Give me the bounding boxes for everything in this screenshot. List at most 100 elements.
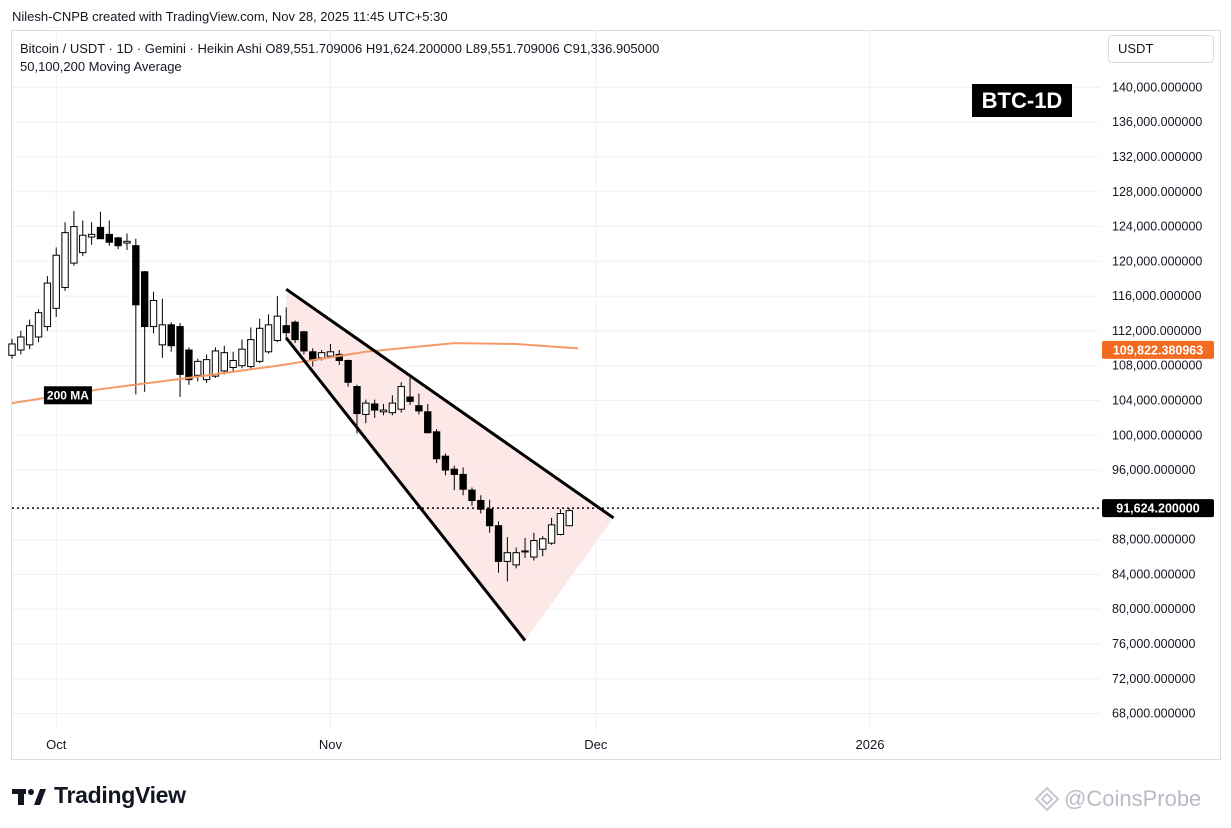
- overlay-layer: 200 MA BTC-1D: [12, 84, 1100, 509]
- candle-up: [8, 343, 16, 356]
- watermark-text: @CoinsProbe: [1064, 786, 1202, 811]
- candle-down: [176, 326, 184, 375]
- candle-down: [459, 473, 467, 490]
- candle-down: [432, 431, 441, 460]
- candle-up: [238, 348, 246, 367]
- candle-up: [317, 352, 326, 359]
- candle-down: [282, 325, 290, 334]
- wedge-lines-layer: [285, 287, 615, 642]
- candle-up: [362, 402, 370, 415]
- candle-up: [43, 282, 52, 328]
- y-axis-tick-label: 80,000.000000: [1112, 602, 1195, 616]
- candle-up: [211, 350, 220, 377]
- candle-up: [539, 538, 547, 550]
- x-axis-tick-label: Dec: [584, 737, 608, 752]
- ma-price-label: 109,822.380963: [1113, 343, 1203, 357]
- candle-up: [565, 510, 573, 527]
- candle-down: [96, 226, 105, 240]
- candle-up: [229, 359, 237, 368]
- y-axis-tick-label: 96,000.000000: [1112, 463, 1195, 477]
- candle-up: [503, 552, 512, 562]
- tradingview-logo-icon: [12, 788, 46, 805]
- price-label-box: [1102, 340, 1214, 359]
- candle-up: [379, 409, 388, 413]
- candle-up: [61, 232, 69, 288]
- candle-up: [149, 299, 158, 328]
- y-axis-tick-label: 108,000.000000: [1112, 359, 1202, 373]
- candle-down: [477, 500, 485, 510]
- candle-up: [397, 386, 405, 410]
- candle-down: [370, 403, 379, 411]
- candle-up: [255, 327, 264, 362]
- y-axis-tick-label: 128,000.000000: [1112, 185, 1202, 199]
- candle-down: [450, 468, 458, 475]
- currency-selector-button[interactable]: USDT: [1108, 35, 1214, 63]
- candle-down: [353, 386, 361, 415]
- watermark: @CoinsProbe: [1034, 786, 1201, 812]
- candle-up: [17, 336, 25, 351]
- candle-down: [300, 331, 308, 352]
- y-axis-tick-label: 84,000.000000: [1112, 567, 1195, 581]
- candle-up: [158, 324, 167, 346]
- candle-up: [123, 240, 131, 244]
- candle-up: [388, 402, 397, 414]
- y-axis-tick-label: 124,000.000000: [1112, 220, 1202, 234]
- y-axis-tick-label: 140,000.000000: [1112, 80, 1202, 94]
- candle-up: [326, 351, 335, 357]
- diamond-logo-icon: [1034, 786, 1060, 812]
- candle-down: [185, 349, 193, 381]
- candle-up: [194, 360, 202, 376]
- candle-up: [87, 233, 96, 238]
- y-axis-tick-label: 132,000.000000: [1112, 150, 1202, 164]
- candle-up: [547, 524, 556, 544]
- candle-up: [556, 513, 565, 535]
- candle-down: [132, 245, 140, 306]
- y-axis-tick-label: 120,000.000000: [1112, 254, 1202, 268]
- candle-down: [415, 405, 423, 412]
- candle-down: [468, 489, 476, 502]
- axis-layer: 140,000.000000 136,000.000000 132,000.0000…: [46, 80, 1214, 752]
- candle-down: [344, 359, 352, 383]
- y-axis-tick-label: 116,000.000000: [1112, 289, 1201, 303]
- candle-down: [494, 525, 503, 562]
- candle-down: [406, 396, 414, 402]
- candle-down: [424, 411, 432, 434]
- ma-200-label-bg: [43, 386, 92, 405]
- y-axis-tick-label: 76,000.000000: [1112, 637, 1195, 651]
- candle-up: [530, 540, 538, 558]
- chart-frame: [11, 30, 1221, 760]
- y-axis-tick-label: 72,000.000000: [1112, 672, 1195, 686]
- falling-wedge-area: [286, 289, 614, 641]
- x-axis-tick-label: Oct: [46, 737, 67, 752]
- candle-up: [512, 552, 520, 566]
- last-price-label: 91,624.200000: [1116, 502, 1199, 516]
- candle-down: [291, 321, 299, 341]
- candle-down: [114, 237, 122, 247]
- candle-down: [521, 550, 529, 553]
- chart-title-badge: [972, 84, 1072, 117]
- y-axis-tick-label: 136,000.000000: [1112, 115, 1202, 129]
- candle-up: [52, 254, 60, 309]
- candle-up: [79, 234, 87, 254]
- tradingview-logo[interactable]: TradingView: [12, 782, 186, 809]
- legend-symbol-line: Bitcoin / USDT · 1D · Gemini · Heikin As…: [20, 41, 660, 56]
- y-axis-tick-label: 104,000.000000: [1112, 394, 1202, 408]
- y-axis-tick-label: 112,000.000000: [1112, 324, 1201, 338]
- x-axis-tick-label: 2026: [856, 737, 885, 752]
- y-axis-tick-label: 88,000.000000: [1112, 533, 1195, 547]
- ma-200-line: [11, 342, 579, 405]
- candle-up: [247, 339, 255, 368]
- candle-up: [220, 352, 228, 372]
- wedge-layer: [286, 289, 614, 641]
- candle-up: [273, 315, 282, 341]
- brand-name: TradingView: [54, 782, 186, 808]
- candle-up: [264, 324, 273, 353]
- chart-title: BTC-1D: [982, 88, 1063, 113]
- chart-legend: Bitcoin / USDT · 1D · Gemini · Heikin As…: [20, 40, 659, 76]
- wedge-lower-trendline: [285, 336, 527, 642]
- attribution-text: Nilesh-CNPB created with TradingView.com…: [12, 9, 448, 24]
- candle-up: [34, 312, 43, 338]
- candle-down: [167, 324, 175, 347]
- candle-down: [105, 233, 113, 243]
